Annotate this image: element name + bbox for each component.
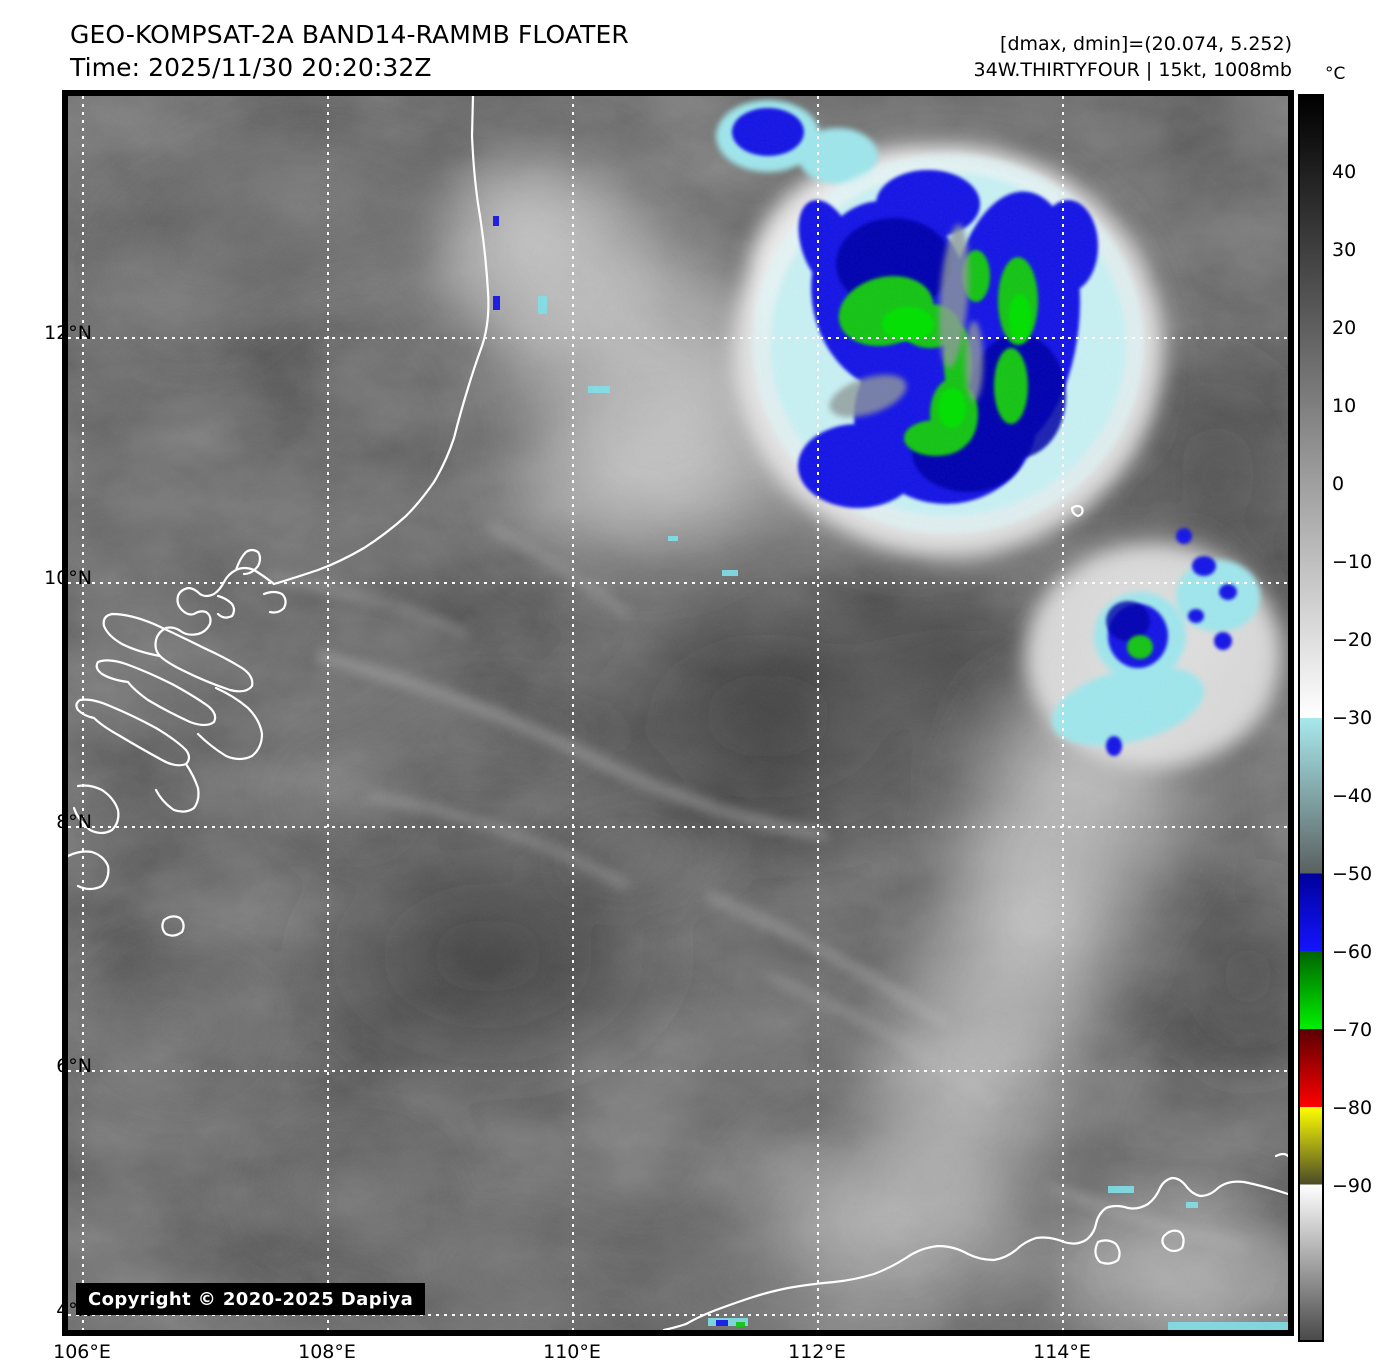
colorbar-tick-20: 20 — [1332, 317, 1357, 339]
colorbar-tick-neg90: −90 — [1332, 1175, 1373, 1197]
gridline-lon-106 — [82, 96, 84, 1330]
xtick-110E: 110°E — [543, 1341, 601, 1363]
colorbar-unit-label: °C — [1325, 64, 1346, 84]
gridline-lat-6 — [68, 1070, 1288, 1072]
timestamp-label: Time: 2025/11/30 20:20:32Z — [70, 53, 432, 82]
ytick-12N: 12°N — [44, 322, 92, 344]
coastline-overlay — [68, 96, 1288, 1330]
colorbar-tick-0: 0 — [1332, 473, 1345, 495]
colorbar-tick-neg30: −30 — [1332, 707, 1373, 729]
metadata-block: [dmax, dmin]=(20.074, 5.252) 34W.THIRTYF… — [974, 32, 1292, 84]
colorbar-tick-neg40: −40 — [1332, 785, 1373, 807]
colorbar-tick-40: 40 — [1332, 161, 1357, 183]
xtick-108E: 108°E — [298, 1341, 356, 1363]
ytick-6N: 6°N — [56, 1055, 92, 1077]
gridline-lon-110 — [572, 96, 574, 1330]
colorbar-tick-10: 10 — [1332, 395, 1357, 417]
xtick-112E: 112°E — [788, 1341, 846, 1363]
colorbar-tick-30: 30 — [1332, 239, 1357, 261]
colorbar — [1298, 94, 1324, 1342]
colorbar-tick-neg20: −20 — [1332, 629, 1373, 651]
gridline-lon-108 — [327, 96, 329, 1330]
gridline-lat-8 — [68, 826, 1288, 828]
gridline-lat-10 — [68, 582, 1288, 584]
copyright-banner: Copyright © 2020-2025 Dapiya — [76, 1283, 426, 1315]
copyright-text: Copyright © 2020-2025 Dapiya — [88, 1288, 414, 1310]
colorbar-tick-neg80: −80 — [1332, 1097, 1373, 1119]
satellite-plot-frame: Copyright © 2020-2025 Dapiya — [62, 90, 1294, 1336]
ytick-4N: 4°N — [56, 1299, 92, 1321]
gridline-lon-112 — [817, 96, 819, 1330]
colorbar-tick-neg50: −50 — [1332, 863, 1373, 885]
gridline-lat-4 — [68, 1314, 1288, 1316]
colorbar-tick-neg10: −10 — [1332, 551, 1373, 573]
storm-info-label: 34W.THIRTYFOUR | 15kt, 1008mb — [973, 58, 1292, 81]
gridline-lon-114 — [1062, 96, 1064, 1330]
gridline-lat-12 — [68, 337, 1288, 339]
satellite-image[interactable]: Copyright © 2020-2025 Dapiya — [68, 96, 1288, 1330]
ytick-10N: 10°N — [44, 567, 92, 589]
xtick-106E: 106°E — [53, 1341, 111, 1363]
satellite-imagery-canvas — [68, 96, 1288, 1330]
page-title: GEO-KOMPSAT-2A BAND14-RAMMB FLOATER — [70, 20, 629, 49]
colorbar-tick-neg70: −70 — [1332, 1019, 1373, 1041]
colorbar-gradient — [1300, 96, 1322, 1340]
xtick-114E: 114°E — [1033, 1341, 1091, 1363]
colorbar-tick-neg60: −60 — [1332, 941, 1373, 963]
title-block: GEO-KOMPSAT-2A BAND14-RAMMB FLOATER Time… — [70, 18, 629, 84]
ytick-8N: 8°N — [56, 811, 92, 833]
dminmax-label: [dmax, dmin]=(20.074, 5.252) — [1000, 33, 1292, 55]
